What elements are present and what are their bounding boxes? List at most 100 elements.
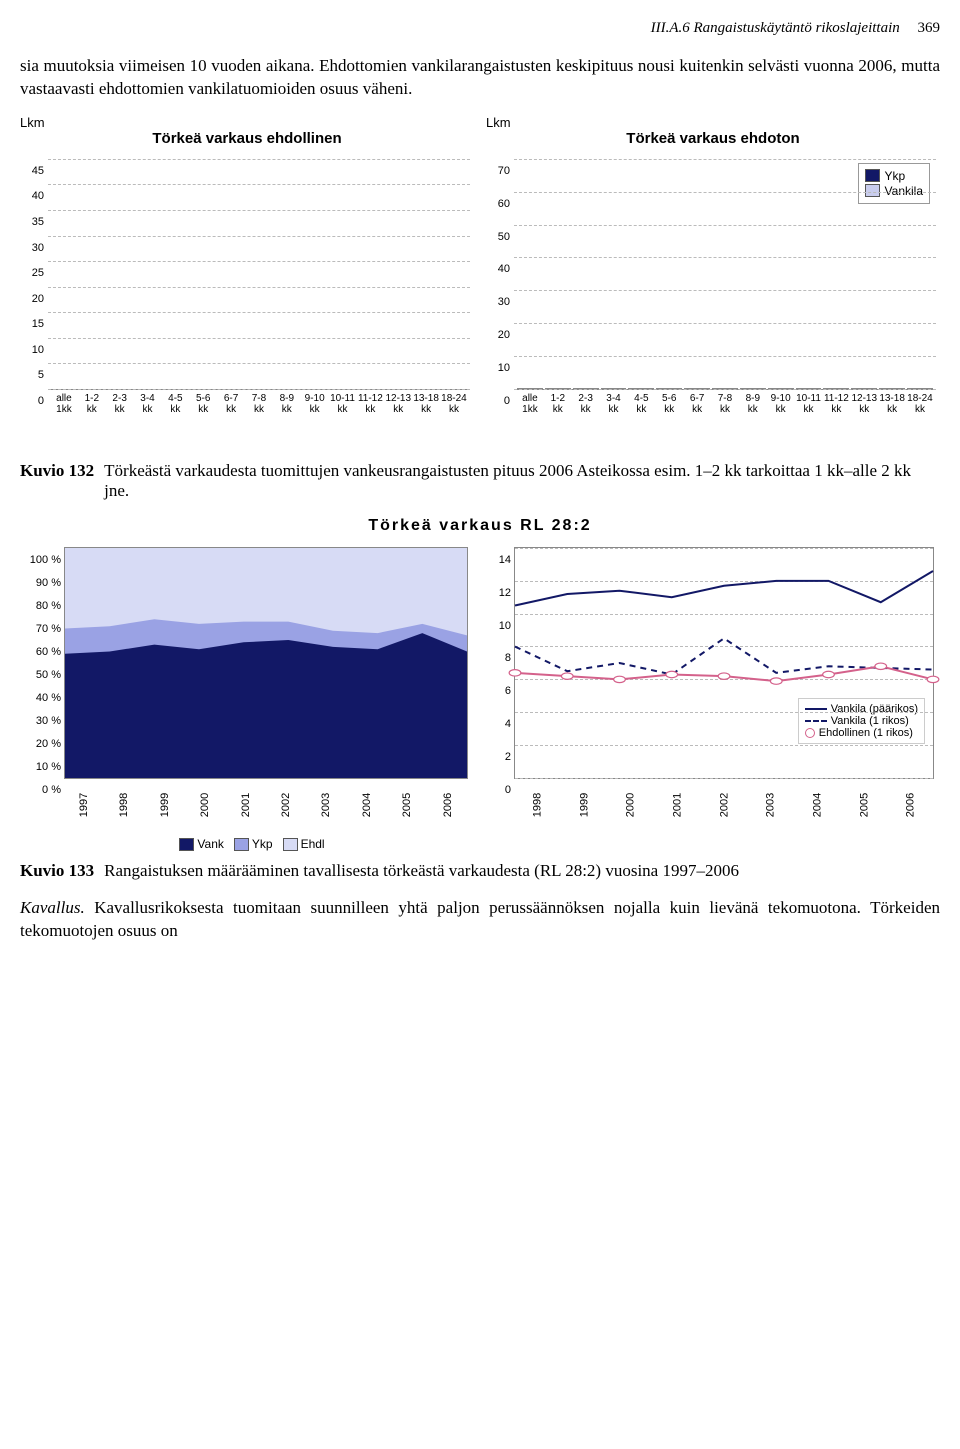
y-tick: 6 bbox=[487, 685, 515, 697]
figure-caption-132: Kuvio 132 Törkeästä varkaudesta tuomittu… bbox=[20, 461, 940, 501]
x-label: 2-3 kk bbox=[107, 393, 133, 416]
x-label: 13-18 kk bbox=[879, 393, 905, 416]
bottom-charts-row: 0 %10 %20 %30 %40 %50 %60 %70 %80 %90 %1… bbox=[20, 541, 940, 851]
y-tick: 15 bbox=[20, 318, 48, 330]
x-label: 5-6 kk bbox=[190, 393, 216, 416]
section-title: III.A.6 Rangaistuskäytäntö rikoslajeitta… bbox=[651, 20, 900, 36]
x-label: 8-9 kk bbox=[740, 393, 766, 416]
y-tick: 8 bbox=[487, 652, 515, 664]
bar bbox=[601, 388, 627, 389]
x-label: 1997 bbox=[78, 785, 90, 825]
x-label: 2-3 kk bbox=[573, 393, 599, 416]
x-label: 9-10 kk bbox=[768, 393, 794, 416]
y-tick: 50 % bbox=[21, 669, 65, 681]
line-chart: Vankila (päärikos)Vankila (1 rikos)Ehdol… bbox=[486, 541, 940, 851]
y-axis-label: Lkm bbox=[20, 115, 45, 130]
x-label: alle 1kk bbox=[51, 393, 77, 416]
y-tick: 50 bbox=[486, 231, 514, 243]
x-label: alle 1kk bbox=[517, 393, 543, 416]
bar bbox=[740, 388, 766, 389]
x-label: 2000 bbox=[625, 782, 637, 829]
body-paragraph-2: Kavallus. Kavallusrikoksesta tuomitaan s… bbox=[20, 897, 940, 943]
x-label: 2005 bbox=[401, 785, 413, 825]
y-tick: 5 bbox=[20, 369, 48, 381]
page-number: 369 bbox=[918, 20, 941, 36]
bar bbox=[573, 388, 599, 389]
x-label: 1998 bbox=[119, 785, 131, 825]
x-label: 4-5 kk bbox=[628, 393, 654, 416]
x-label: 5-6 kk bbox=[656, 393, 682, 416]
bar bbox=[851, 388, 877, 389]
y-tick: 4 bbox=[487, 718, 515, 730]
y-tick: 0 bbox=[20, 395, 48, 407]
x-label: 2004 bbox=[361, 785, 373, 825]
x-label: 6-7 kk bbox=[218, 393, 244, 416]
x-label: 2006 bbox=[905, 782, 917, 829]
y-tick: 40 bbox=[486, 263, 514, 275]
y-tick: 12 bbox=[487, 587, 515, 599]
bar bbox=[684, 388, 710, 389]
x-label: 9-10 kk bbox=[302, 393, 328, 416]
y-tick: 20 bbox=[486, 329, 514, 341]
y-tick: 40 bbox=[20, 190, 48, 202]
bar bbox=[712, 388, 738, 389]
x-label: 11-12 kk bbox=[823, 393, 849, 416]
x-label: 3-4 kk bbox=[601, 393, 627, 416]
bar bbox=[768, 388, 794, 389]
x-label: 18-24 kk bbox=[441, 393, 467, 416]
x-label: 1-2 kk bbox=[79, 393, 105, 416]
caption-label: Kuvio 132 bbox=[20, 461, 94, 501]
section-heading: Törkeä varkaus RL 28:2 bbox=[20, 517, 940, 535]
x-label: 1999 bbox=[159, 785, 171, 825]
x-label: 12-13 kk bbox=[385, 393, 411, 416]
x-label: 7-8 kk bbox=[246, 393, 272, 416]
y-tick: 30 % bbox=[21, 715, 65, 727]
x-label: 2004 bbox=[811, 782, 823, 829]
x-label: 8-9 kk bbox=[274, 393, 300, 416]
x-label: 1999 bbox=[578, 782, 590, 829]
y-tick: 14 bbox=[487, 554, 515, 566]
x-label: 2001 bbox=[240, 785, 252, 825]
y-tick: 10 bbox=[486, 362, 514, 374]
y-tick: 45 bbox=[20, 165, 48, 177]
bar bbox=[879, 388, 905, 389]
bar bbox=[545, 388, 571, 389]
x-label: 2006 bbox=[442, 785, 454, 825]
x-label: 12-13 kk bbox=[851, 393, 877, 416]
chart-title: Törkeä varkaus ehdollinen bbox=[20, 130, 474, 147]
bar bbox=[628, 388, 654, 389]
y-tick: 35 bbox=[20, 216, 48, 228]
x-label: 4-5 kk bbox=[162, 393, 188, 416]
running-head: III.A.6 Rangaistuskäytäntö rikoslajeitta… bbox=[20, 20, 940, 37]
y-tick: 20 bbox=[20, 293, 48, 305]
caption-label: Kuvio 133 bbox=[20, 861, 94, 881]
y-tick: 2 bbox=[487, 751, 515, 763]
y-tick: 30 bbox=[20, 242, 48, 254]
x-label: 2005 bbox=[858, 782, 870, 829]
x-label: 2000 bbox=[199, 785, 211, 825]
bar bbox=[796, 388, 822, 389]
bar bbox=[517, 388, 543, 389]
y-tick: 60 % bbox=[21, 646, 65, 658]
y-tick: 40 % bbox=[21, 692, 65, 704]
caption-text: Törkeästä varkaudesta tuomittujen vankeu… bbox=[104, 461, 940, 501]
y-tick: 10 bbox=[487, 620, 515, 632]
bar-charts-row: Lkm Törkeä varkaus ehdollinen 0510152025… bbox=[20, 115, 940, 451]
y-tick: 90 % bbox=[21, 577, 65, 589]
bar bbox=[823, 388, 849, 389]
area-chart: 0 %10 %20 %30 %40 %50 %60 %70 %80 %90 %1… bbox=[20, 541, 474, 851]
chart-left: Lkm Törkeä varkaus ehdollinen 0510152025… bbox=[20, 115, 474, 451]
x-label: 10-11 kk bbox=[330, 393, 356, 416]
x-label: 2003 bbox=[765, 782, 777, 829]
chart-title: Törkeä varkaus ehdoton bbox=[486, 130, 940, 147]
body-paragraph-1: sia muutoksia viimeisen 10 vuoden aikana… bbox=[20, 55, 940, 101]
y-tick: 70 % bbox=[21, 623, 65, 635]
y-tick: 0 bbox=[486, 395, 514, 407]
bar bbox=[907, 388, 933, 389]
y-axis-label: Lkm bbox=[486, 115, 511, 130]
x-label: 2003 bbox=[321, 785, 333, 825]
y-tick: 0 % bbox=[21, 784, 65, 796]
y-tick: 20 % bbox=[21, 738, 65, 750]
x-label: 2001 bbox=[671, 782, 683, 829]
bar bbox=[656, 388, 682, 389]
